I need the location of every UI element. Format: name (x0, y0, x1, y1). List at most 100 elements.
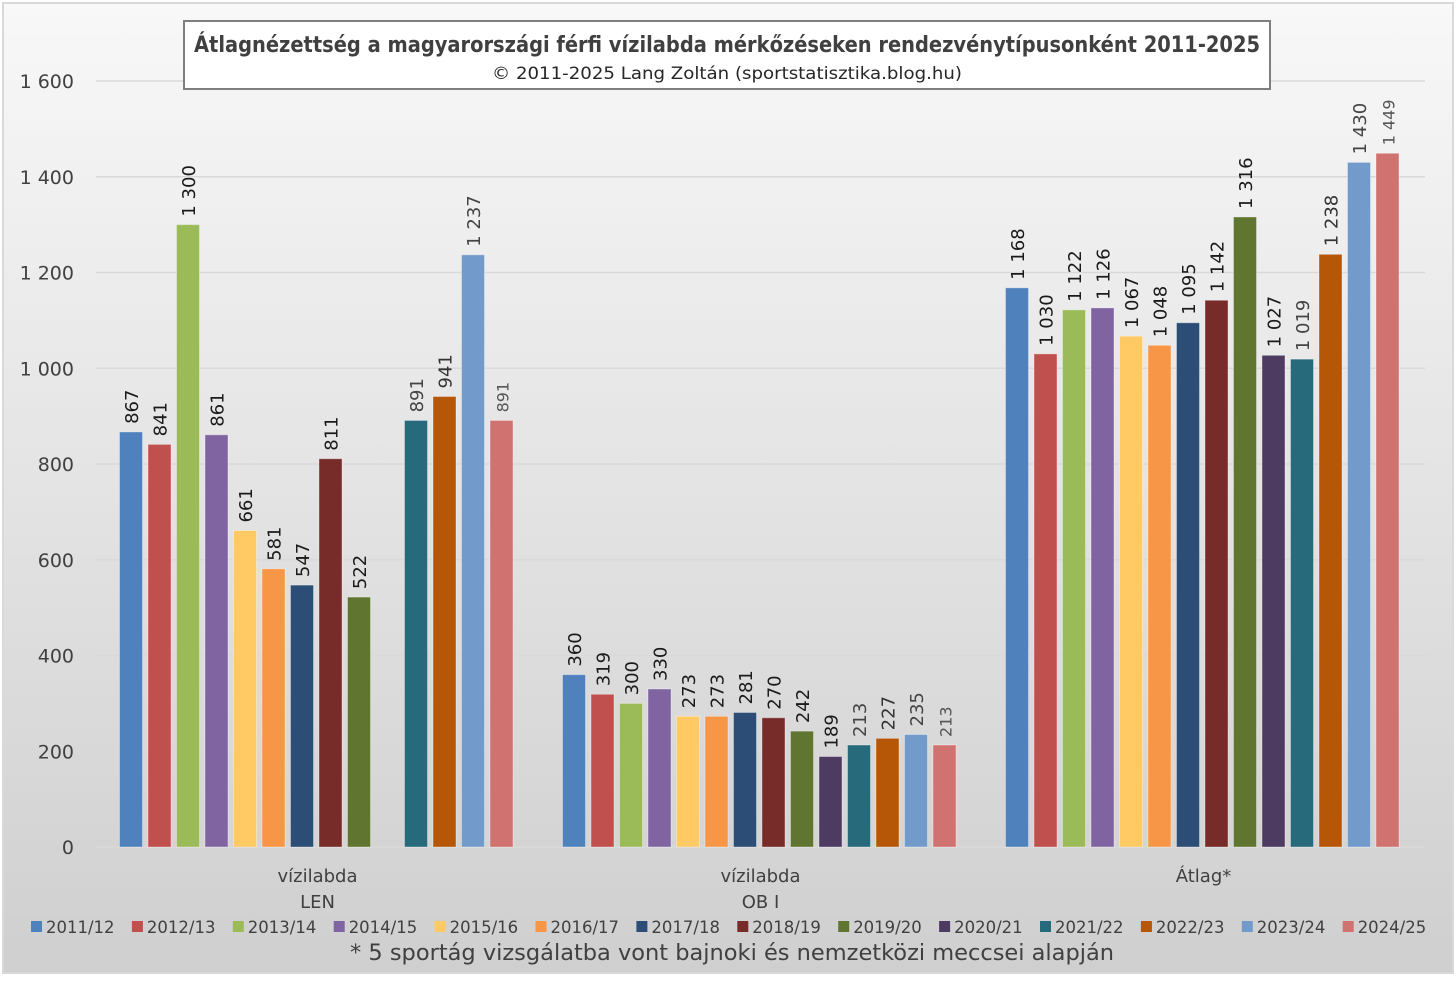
bar (562, 674, 586, 848)
legend-item: 2017/18 (636, 918, 720, 937)
data-label: 360 (565, 632, 586, 666)
data-label: 1 430 (1350, 103, 1371, 155)
legend-item: 2022/23 (1140, 918, 1224, 937)
y-tick-label: 800 (38, 454, 74, 476)
data-label: 300 (622, 661, 643, 695)
legend-label: 2016/17 (551, 918, 620, 937)
bar (847, 744, 871, 848)
legend-item: 2013/14 (232, 918, 317, 937)
legend-swatch (1040, 921, 1051, 932)
data-label: 661 (236, 488, 257, 522)
legend-item: 2015/16 (434, 918, 519, 937)
y-tick-label: 200 (38, 741, 74, 763)
bar (1033, 353, 1058, 848)
x-category-label: vízilabda (720, 866, 800, 887)
data-label: 1 237 (464, 195, 485, 247)
data-label: 213 (937, 706, 956, 737)
bar (261, 568, 286, 848)
legend-label: 2019/20 (853, 918, 922, 937)
bar (875, 737, 900, 848)
legend-item: 2019/20 (838, 918, 922, 937)
bar (461, 254, 485, 848)
legend-label: 2012/13 (147, 918, 216, 937)
data-label: 281 (736, 670, 757, 704)
legend-label: 2017/18 (651, 918, 720, 937)
legend-label: 2013/14 (248, 918, 317, 937)
legend-label: 2023/24 (1257, 918, 1326, 937)
legend-swatch (232, 921, 244, 932)
bar (1318, 253, 1343, 848)
legend-item: 2014/15 (333, 918, 417, 937)
data-label: 242 (793, 689, 814, 723)
bar (1090, 307, 1115, 848)
data-label: 227 (879, 696, 900, 730)
data-label: 1 142 (1208, 241, 1229, 293)
legend-item: 2021/22 (1040, 918, 1124, 937)
data-label: 1 300 (179, 165, 200, 217)
data-label: 270 (765, 675, 786, 709)
bar (204, 434, 229, 848)
legend-swatch (1241, 921, 1253, 932)
legend-swatch (737, 921, 749, 932)
legend-item: 2016/17 (535, 918, 620, 937)
legend-item: 2012/13 (131, 918, 216, 937)
bar (233, 530, 257, 848)
bar (704, 715, 729, 848)
y-tick-label: 600 (38, 550, 74, 572)
data-label: 867 (122, 390, 143, 424)
bar (147, 443, 172, 848)
data-label: 330 (651, 647, 672, 681)
data-label: 1 316 (1236, 157, 1257, 209)
data-label: 213 (850, 703, 871, 737)
legend-item: 2023/24 (1241, 918, 1326, 937)
bar (1290, 358, 1314, 848)
data-label: 273 (708, 674, 729, 708)
bar (590, 693, 615, 848)
data-label: 1 048 (1151, 286, 1172, 338)
bar (1062, 309, 1086, 848)
legend-item: 2024/25 (1342, 918, 1427, 937)
legend-item: 2011/12 (31, 918, 115, 937)
bar (818, 756, 843, 848)
y-tick-label: 0 (62, 837, 74, 859)
bar (932, 744, 957, 848)
bar (904, 733, 928, 848)
bar (647, 688, 672, 848)
bar (119, 431, 143, 848)
bar (761, 717, 786, 848)
bar (489, 419, 514, 848)
data-label: 1 168 (1008, 228, 1029, 280)
data-label: 522 (350, 555, 371, 589)
data-label: 891 (407, 378, 428, 412)
data-label: 1 027 (1265, 296, 1286, 348)
bar (676, 715, 700, 848)
bar (733, 711, 757, 848)
y-tick-label: 1 200 (20, 263, 74, 285)
footnote: * 5 sportág vizsgálatba vont bajnoki és … (350, 941, 1114, 966)
data-label: 1 449 (1380, 99, 1399, 145)
data-label: 547 (293, 543, 314, 577)
legend-swatch (636, 921, 648, 932)
y-tick-label: 1 400 (20, 167, 74, 189)
legend-swatch (333, 921, 345, 932)
data-label: 1 095 (1179, 263, 1200, 315)
bar (1347, 161, 1371, 848)
data-label: 1 030 (1037, 294, 1058, 346)
y-axis: 0 200 400 600 800 1 000 1 200 1 400 1 600 (20, 71, 74, 859)
legend-swatch (434, 921, 446, 932)
legend-swatch (1342, 921, 1354, 932)
bar (1147, 344, 1172, 848)
legend-label: 2015/16 (450, 918, 519, 937)
legend-label: 2024/25 (1358, 918, 1427, 937)
chart-subtitle: © 2011-2025 Lang Zoltán (sportstatisztik… (492, 64, 962, 84)
bar (1375, 152, 1400, 848)
legend-swatch (939, 921, 951, 932)
bar (1261, 354, 1286, 848)
data-labels: 867 360 1 168 841 319 1 030 1 300 300 1 122 861 33… (122, 99, 1399, 748)
bar (1119, 335, 1143, 848)
legend-label: 2021/22 (1055, 918, 1124, 937)
data-label: 811 (322, 416, 343, 450)
data-label: 1 238 (1322, 195, 1343, 247)
